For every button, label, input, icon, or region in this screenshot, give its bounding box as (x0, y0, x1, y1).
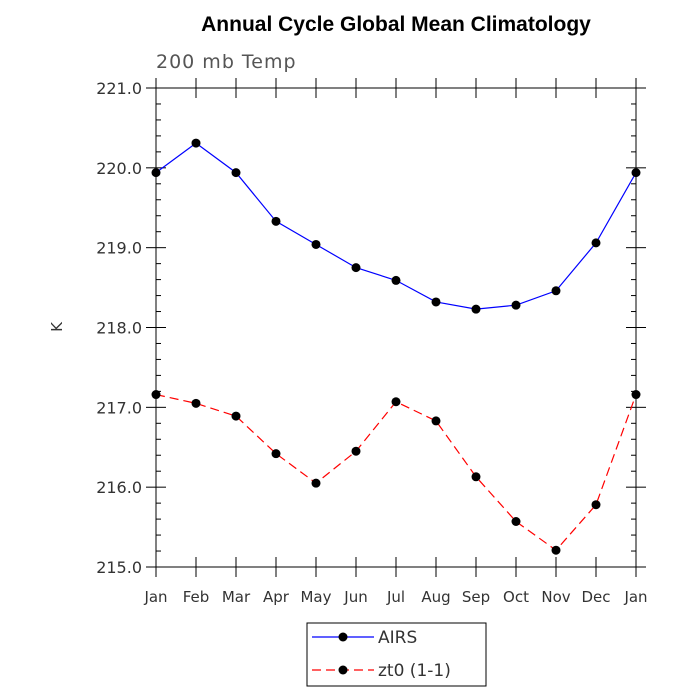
x-tick-label: Jul (386, 588, 405, 606)
data-point (511, 516, 521, 526)
data-point (351, 446, 361, 456)
data-point (391, 275, 401, 285)
chart-title: Annual Cycle Global Mean Climatology (201, 13, 591, 36)
y-tick-label: 219.0 (96, 239, 142, 258)
data-point (631, 168, 641, 178)
data-point (591, 238, 601, 248)
data-point (551, 286, 561, 296)
x-tick-label: Apr (263, 588, 290, 606)
x-tick-label: Sep (462, 588, 490, 606)
data-point (591, 500, 601, 510)
series-line-1 (155, 393, 637, 552)
data-point (511, 300, 521, 310)
chart-subtitle: 200 mb Temp (156, 51, 297, 73)
x-tick-label: Jan (623, 588, 647, 606)
data-point (551, 545, 561, 555)
data-point (151, 168, 161, 178)
data-point (471, 304, 481, 314)
plot-frame (155, 87, 637, 568)
data-point (391, 397, 401, 407)
legend-box (306, 622, 487, 687)
x-tick-label: Feb (183, 588, 210, 606)
y-axis: 215.0 216.0 217.0 218.0 219.0 220.0 221.0 (96, 79, 646, 577)
data-point (271, 449, 281, 459)
x-tick-label: Jun (343, 588, 367, 606)
legend-marker (338, 632, 348, 642)
data-point (471, 472, 481, 482)
data-point (151, 390, 161, 400)
x-tick-label: Jan (143, 588, 167, 606)
legend-label: zt0 (1-1) (378, 661, 451, 681)
y-tick-label: 221.0 (96, 79, 142, 98)
y-tick-label: 216.0 (96, 478, 142, 497)
x-tick-label: Aug (421, 588, 450, 606)
data-point (191, 398, 201, 408)
data-point (191, 138, 201, 148)
data-point (431, 297, 441, 307)
x-tick-label: May (300, 588, 331, 606)
data-point (231, 168, 241, 178)
data-point (311, 239, 321, 249)
data-point (631, 390, 641, 400)
data-point (431, 416, 441, 426)
data-point (351, 263, 361, 273)
y-tick-label: 218.0 (96, 319, 142, 338)
y-tick-label: 215.0 (96, 558, 142, 577)
data-point (271, 216, 281, 226)
series-layer (151, 138, 641, 555)
legend-marker (338, 665, 348, 675)
data-point (231, 411, 241, 421)
y-axis-label: K (48, 321, 66, 332)
legend: AIRS zt0 (1-1) (306, 622, 487, 687)
y-tick-label: 217.0 (96, 398, 142, 417)
x-tick-label: Dec (581, 588, 610, 606)
x-tick-label: Oct (503, 588, 529, 606)
x-axis: Jan Feb Mar Apr May Jun Jul Aug Sep Oct Nov Dec Jan (143, 78, 648, 606)
x-tick-label: Nov (541, 588, 570, 606)
y-tick-label: 220.0 (96, 159, 142, 178)
data-point (311, 478, 321, 488)
x-tick-label: Mar (222, 588, 251, 606)
legend-label: AIRS (378, 628, 417, 648)
